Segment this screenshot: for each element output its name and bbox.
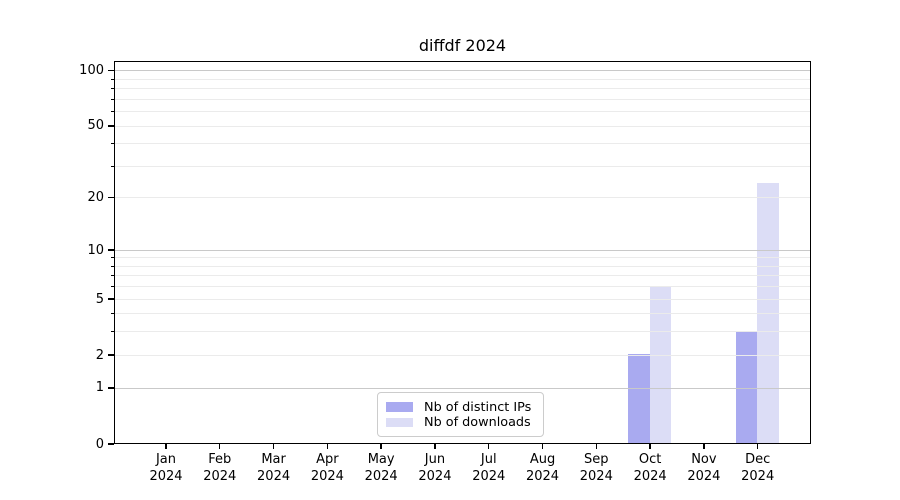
gridline-minor — [115, 257, 810, 259]
legend-item-downloads: Nb of downloads — [386, 416, 533, 429]
x-tick-mark-feb — [219, 444, 221, 449]
gridline-minor — [115, 313, 810, 315]
x-tick-mark-apr — [326, 444, 329, 449]
x-tick-label-jan: Jan 2024 — [149, 452, 183, 484]
y-tick-label-100: 100 — [79, 63, 104, 79]
gridline-100 — [115, 70, 810, 72]
gridline-minor — [115, 165, 810, 167]
x-tick-label-dec: Dec 2024 — [741, 452, 775, 484]
gridline-minor — [115, 88, 810, 90]
x-tick-label-apr: Apr 2024 — [310, 452, 344, 484]
x-tick-mark-nov — [703, 444, 705, 449]
x-tick-label-aug: Aug 2024 — [525, 452, 560, 484]
y-minor-tick-mark — [110, 257, 114, 259]
x-tick-mark-mar — [272, 444, 275, 449]
y-minor-tick-mark — [110, 286, 114, 288]
y-minor-tick-mark — [110, 98, 114, 100]
x-tick-mark-jul — [488, 444, 490, 449]
y-minor-tick-mark — [110, 111, 114, 112]
plot-area — [114, 60, 811, 444]
x-tick-label-oct: Oct 2024 — [633, 452, 667, 484]
bar-oct-distinct-ips — [628, 354, 650, 443]
legend-swatch-downloads-icon — [386, 417, 413, 428]
legend: Nb of distinct IPs Nb of downloads — [377, 391, 544, 437]
y-tick-label-2: 2 — [95, 347, 104, 363]
x-tick-mark-jun — [434, 444, 436, 449]
gridline-minor — [115, 275, 810, 277]
gridline-minor — [115, 331, 810, 333]
x-tick-mark-dec — [756, 444, 759, 449]
x-tick-label-mar: Mar 2024 — [257, 452, 291, 484]
y-tick-mark-5 — [108, 298, 114, 300]
y-tick-mark-20 — [108, 197, 114, 199]
y-minor-tick-mark — [110, 265, 114, 267]
x-tick-mark-aug — [541, 444, 544, 449]
x-tick-label-nov: Nov 2024 — [687, 452, 721, 484]
gridline-minor — [115, 98, 810, 100]
gridline-1 — [115, 387, 810, 389]
bar-dec-downloads — [757, 182, 779, 443]
bar-oct-downloads — [649, 285, 672, 443]
x-tick-label-feb: Feb 2024 — [203, 452, 237, 484]
gridline-minor — [115, 143, 810, 145]
gridline-5 — [115, 298, 810, 300]
y-minor-tick-mark — [110, 143, 114, 145]
legend-label-downloads: Nb of downloads — [424, 415, 531, 430]
gridline-20 — [115, 197, 810, 199]
gridline-50 — [115, 125, 810, 127]
y-tick-label-10: 10 — [87, 242, 104, 258]
bars-layer — [115, 62, 810, 443]
y-tick-mark-100 — [108, 70, 114, 72]
y-tick-mark-2 — [108, 354, 114, 356]
gridline-2 — [115, 354, 810, 356]
y-minor-tick-mark — [110, 331, 114, 333]
x-tick-label-may: May 2024 — [364, 452, 398, 484]
y-minor-tick-mark — [110, 78, 114, 80]
chart-title: diffdf 2024 — [418, 36, 507, 55]
y-tick-mark-0 — [108, 443, 114, 445]
x-tick-label-jun: Jun 2024 — [418, 452, 452, 484]
y-tick-label-1: 1 — [95, 380, 104, 396]
x-tick-mark-may — [380, 444, 382, 449]
y-tick-label-20: 20 — [87, 190, 104, 206]
x-tick-label-jul: Jul 2024 — [472, 452, 506, 484]
bar-dec-distinct-ips — [735, 330, 758, 443]
y-tick-label-0: 0 — [95, 436, 104, 452]
gridline-minor — [115, 265, 810, 267]
gridlines-layer — [115, 62, 810, 444]
gridline-minor — [115, 78, 810, 80]
y-tick-label-50: 50 — [87, 118, 104, 134]
y-minor-tick-mark — [110, 88, 114, 90]
legend-swatch-distinct-ips-icon — [386, 402, 413, 412]
y-tick-mark-1 — [108, 387, 114, 389]
y-minor-tick-mark — [110, 275, 114, 277]
x-tick-mark-jan — [165, 444, 167, 449]
gridline-minor — [115, 111, 810, 113]
legend-item-distinct-ips: Nb of distinct IPs — [386, 401, 533, 414]
gridline-minor — [115, 286, 810, 288]
legend-label-distinct-ips: Nb of distinct IPs — [424, 399, 532, 415]
x-tick-label-sep: Sep 2024 — [579, 452, 613, 484]
y-minor-tick-mark — [110, 313, 114, 315]
x-tick-mark-sep — [595, 444, 597, 449]
x-tick-mark-oct — [649, 444, 651, 449]
y-tick-mark-50 — [108, 125, 114, 127]
y-minor-tick-mark — [110, 165, 114, 167]
gridline-10 — [115, 249, 810, 251]
y-tick-mark-10 — [108, 249, 114, 251]
y-tick-label-5: 5 — [95, 291, 104, 307]
